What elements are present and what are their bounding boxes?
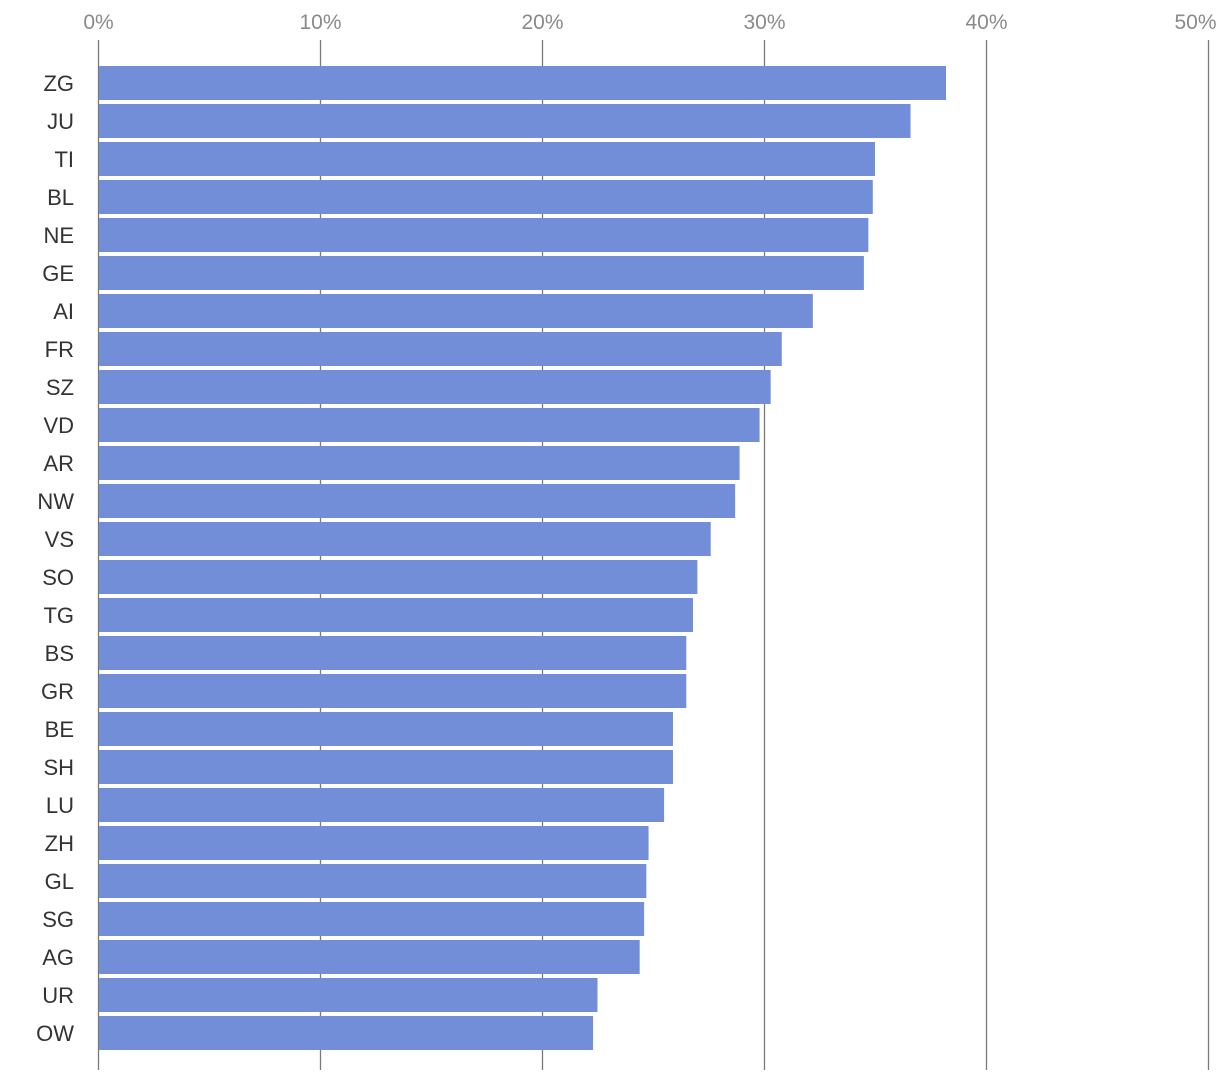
x-tick-label: 50% (1174, 11, 1216, 34)
bar-fr (99, 332, 782, 366)
bar-ju (99, 104, 911, 138)
bar-be (99, 712, 673, 746)
bar-lu (99, 788, 665, 822)
category-label-ne: NE (43, 223, 74, 248)
category-label-ju: JU (47, 109, 74, 134)
bar-gr (99, 674, 687, 708)
x-tick-label: 10% (299, 11, 341, 34)
bar-zg (99, 66, 947, 100)
category-label-sg: SG (42, 907, 74, 932)
bar-bl (99, 180, 873, 214)
bar-so (99, 560, 698, 594)
category-label-ag: AG (42, 945, 74, 970)
category-labels: ZG JU TI BL NE GE AI FR SZ VD AR NW VS SO TG BS GR BE SH LU… (36, 71, 74, 1046)
category-label-tg: TG (43, 603, 74, 628)
bar-ne (99, 218, 869, 252)
category-label-ur: UR (42, 983, 74, 1008)
bar-sh (99, 750, 673, 784)
category-label-ow: OW (36, 1021, 74, 1046)
category-label-ai: AI (53, 299, 74, 324)
category-label-so: SO (42, 565, 74, 590)
x-tick-label: 0% (83, 11, 113, 34)
category-label-vs: VS (45, 527, 74, 552)
bar-zh (99, 826, 649, 860)
category-label-nw: NW (37, 489, 74, 514)
x-tick-label: 30% (743, 11, 785, 34)
category-label-fr: FR (45, 337, 74, 362)
category-label-ge: GE (42, 261, 74, 286)
category-label-zg: ZG (43, 71, 74, 96)
bar-ar (99, 446, 740, 480)
bar-ti (99, 142, 875, 176)
bar-vd (99, 408, 760, 442)
bar-bs (99, 636, 687, 670)
bar-ag (99, 940, 640, 974)
bar-vs (99, 522, 711, 556)
bar-gl (99, 864, 647, 898)
x-tick-label: 40% (965, 11, 1007, 34)
category-label-lu: LU (46, 793, 74, 818)
bar-ur (99, 978, 598, 1012)
category-label-bs: BS (45, 641, 74, 666)
category-label-ar: AR (43, 451, 74, 476)
category-label-ti: TI (54, 147, 74, 172)
category-label-sh: SH (43, 755, 74, 780)
category-label-vd: VD (43, 413, 74, 438)
category-label-sz: SZ (46, 375, 74, 400)
bars (99, 66, 947, 1050)
bar-ai (99, 294, 813, 328)
category-label-gr: GR (41, 679, 74, 704)
bar-ge (99, 256, 864, 290)
category-label-zh: ZH (45, 831, 74, 856)
bar-nw (99, 484, 736, 518)
category-label-gl: GL (45, 869, 74, 894)
bar-sz (99, 370, 771, 404)
category-label-bl: BL (47, 185, 74, 210)
x-axis-ticks: 0% 10% 20% 30% 40% 50% (83, 11, 1216, 34)
category-label-be: BE (45, 717, 74, 742)
bar-tg (99, 598, 693, 632)
bar-ow (99, 1016, 594, 1050)
bar-sg (99, 902, 645, 936)
x-tick-label: 20% (521, 11, 563, 34)
